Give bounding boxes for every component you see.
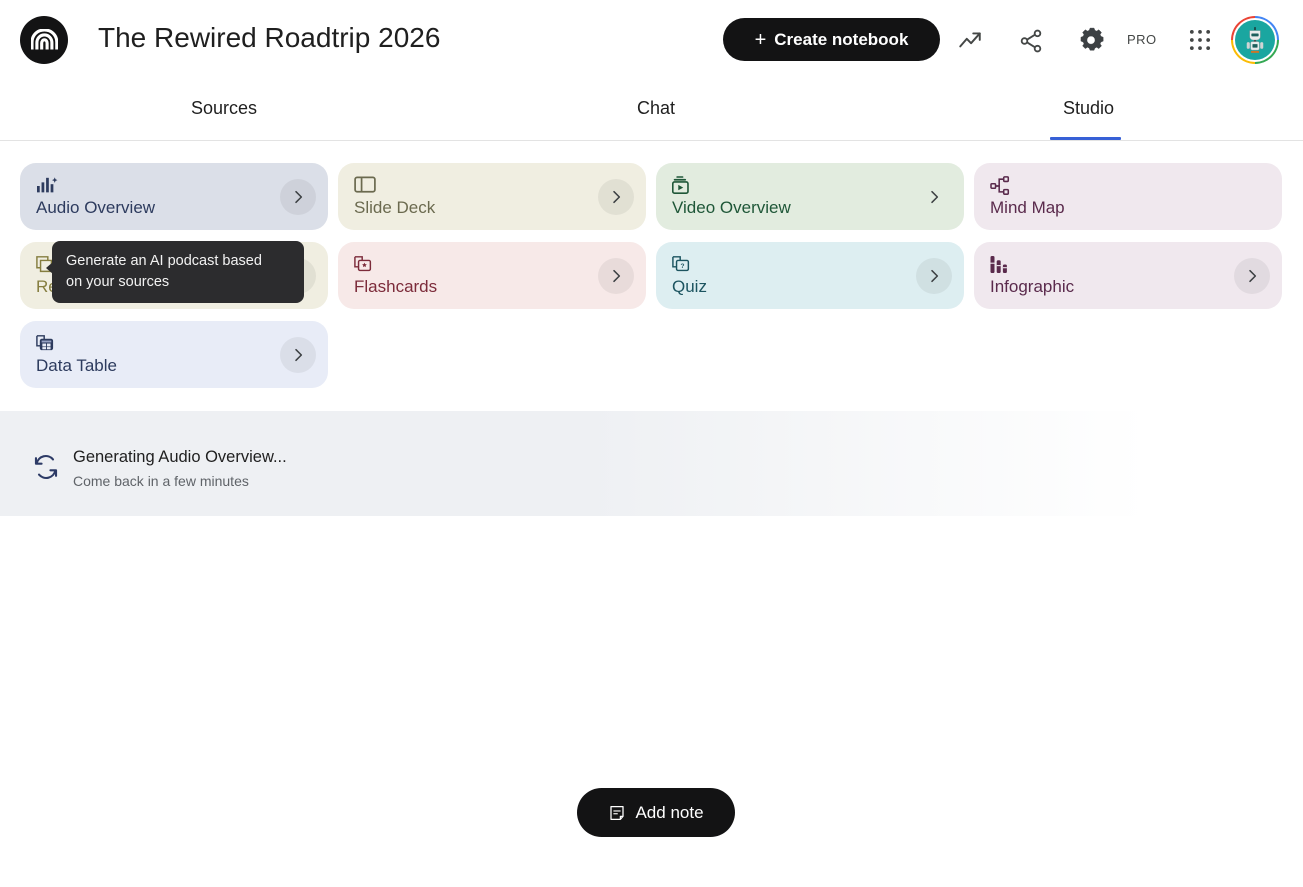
svg-text:?: ?	[680, 263, 684, 270]
